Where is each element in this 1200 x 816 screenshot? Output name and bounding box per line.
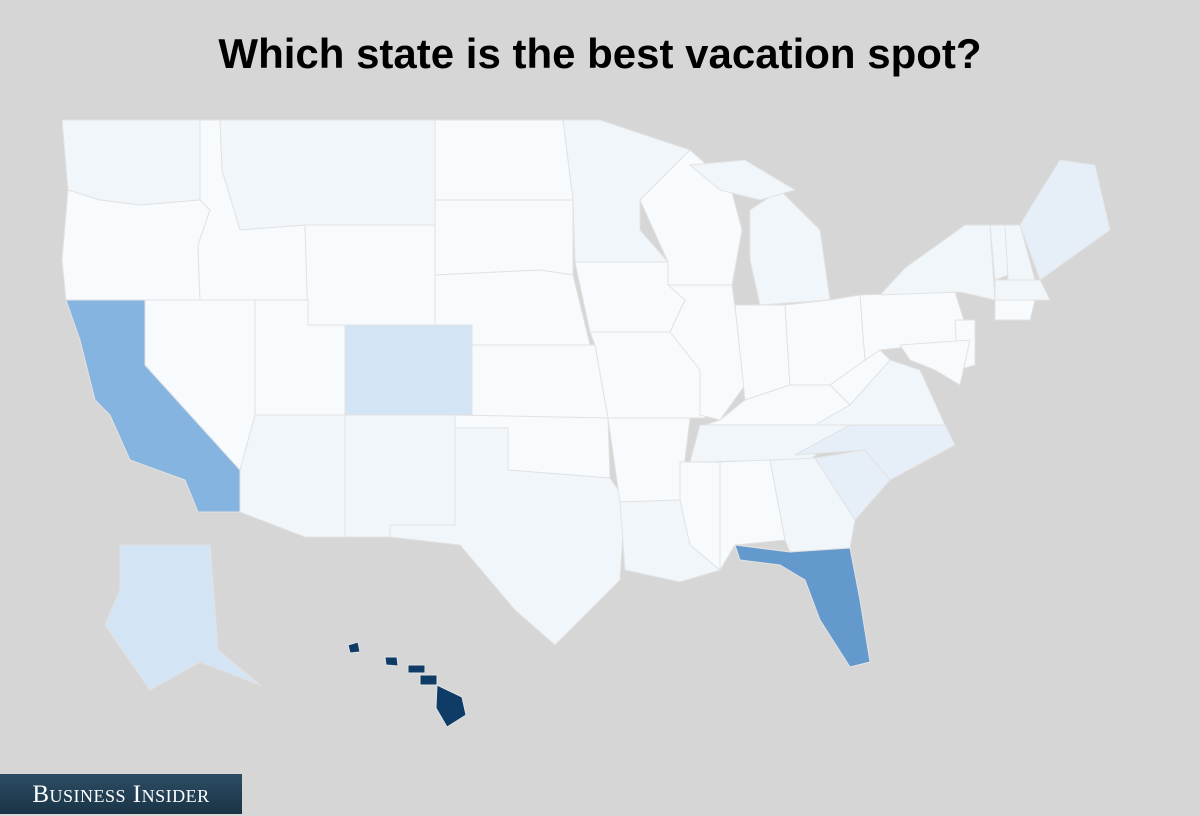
state-mn bbox=[562, 119, 691, 263]
business-insider-logo: Business Insider bbox=[0, 774, 242, 814]
state-mt bbox=[219, 119, 436, 231]
state-ms bbox=[679, 461, 721, 572]
state-in bbox=[734, 304, 791, 401]
state-mi bbox=[749, 189, 831, 306]
state-fl bbox=[734, 544, 871, 668]
state-ma bbox=[994, 279, 1051, 301]
state-wy bbox=[304, 224, 436, 326]
state-hi bbox=[435, 684, 467, 728]
state-va bbox=[813, 359, 946, 426]
state-al bbox=[719, 459, 786, 572]
state-nd bbox=[434, 119, 574, 201]
state-az bbox=[239, 414, 346, 538]
state-hi bbox=[384, 656, 399, 667]
state-tx bbox=[389, 427, 626, 646]
state-wv bbox=[829, 349, 891, 406]
state-ny bbox=[878, 224, 996, 301]
state-sd bbox=[434, 199, 574, 276]
state-nm bbox=[344, 414, 456, 538]
state-me bbox=[1019, 159, 1111, 281]
state-ct bbox=[994, 299, 1036, 321]
state-hi bbox=[419, 674, 438, 686]
state-mi bbox=[688, 159, 797, 201]
state-hi bbox=[347, 641, 361, 654]
state-ar bbox=[607, 417, 691, 503]
state-ks bbox=[471, 344, 609, 419]
state-co bbox=[344, 324, 473, 416]
state-hi bbox=[407, 664, 426, 674]
state-or bbox=[61, 189, 211, 301]
state-md bbox=[899, 339, 971, 386]
state-wa bbox=[61, 119, 201, 206]
state-ak bbox=[104, 544, 261, 691]
map-title: Which state is the best vacation spot? bbox=[218, 30, 982, 77]
